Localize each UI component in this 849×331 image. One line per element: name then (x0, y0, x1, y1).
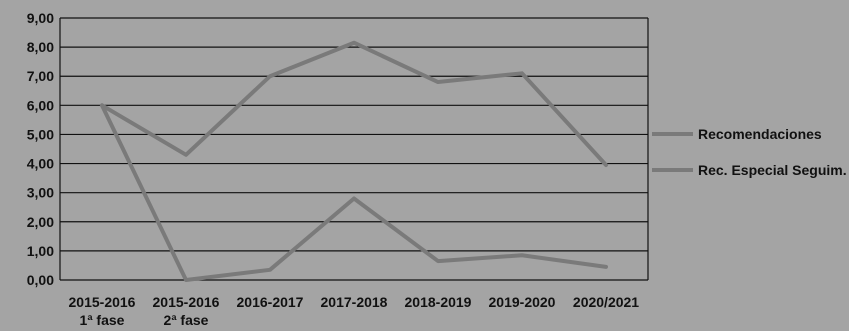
y-tick-label: 8,00 (27, 39, 54, 55)
legend: Recomendaciones Rec. Especial Seguim. (652, 126, 847, 178)
x-tick-label: 2016-2017 (237, 294, 304, 310)
y-axis: 0,00 1,00 2,00 3,00 4,00 5,00 6,00 7,00 8,00 9,00 (27, 10, 54, 288)
y-tick-label: 7,00 (27, 68, 54, 84)
x-tick-label: 2018-2019 (405, 294, 472, 310)
x-tick-label: 1ª fase (80, 312, 125, 328)
x-tick-label: 2017-2018 (321, 294, 388, 310)
y-tick-label: 4,00 (27, 156, 54, 172)
x-tick-label: 2020/2021 (573, 294, 639, 310)
series-lines (100, 40, 608, 282)
y-tick-label: 9,00 (27, 10, 54, 26)
x-tick-label: 2019-2020 (489, 294, 556, 310)
y-tick-label: 5,00 (27, 126, 54, 142)
y-tick-label: 6,00 (27, 97, 54, 113)
x-axis: 2015-2016 1ª fase 2015-2016 2ª fase 2016-201… (69, 294, 640, 328)
x-tick-label: 2ª fase (164, 312, 209, 328)
y-tick-label: 2,00 (27, 214, 54, 230)
y-tick-label: 0,00 (27, 272, 54, 288)
plot-area (60, 18, 648, 280)
y-tick-label: 3,00 (27, 185, 54, 201)
y-tick-label: 1,00 (27, 243, 54, 259)
legend-label: Recomendaciones (698, 126, 822, 142)
x-tick-label: 2015-2016 (153, 294, 220, 310)
x-tick-label: 2015-2016 (69, 294, 136, 310)
legend-label: Rec. Especial Seguim. (698, 162, 847, 178)
